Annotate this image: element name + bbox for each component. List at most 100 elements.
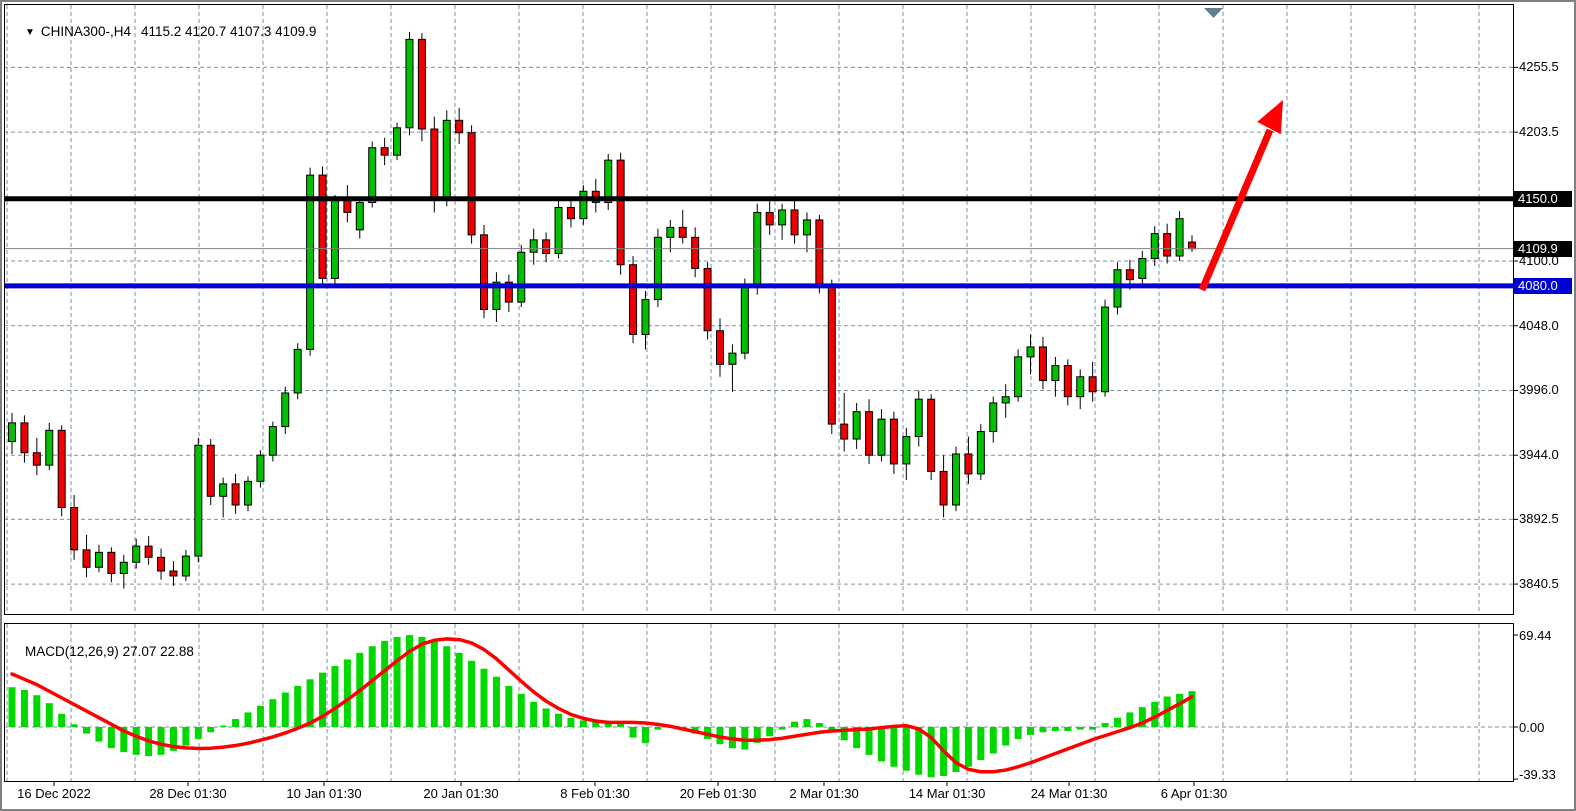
macd-histogram-bar: [865, 727, 873, 755]
candle-down: [107, 551, 116, 574]
candle-up: [554, 206, 563, 255]
candle-up: [492, 281, 501, 311]
candle-down: [1188, 241, 1197, 250]
ohlc-readout: 4115.2 4120.7 4107.3 4109.9: [140, 24, 317, 39]
candle-up: [653, 236, 662, 301]
candle-up: [1175, 218, 1184, 257]
candle-down: [206, 444, 215, 497]
candle-up: [517, 251, 526, 303]
candle-up: [1014, 356, 1023, 398]
macd-histogram-bar: [989, 727, 997, 754]
macd-histogram-bar: [964, 727, 972, 767]
macd-histogram-bar: [505, 685, 513, 727]
candle-up: [45, 429, 54, 466]
macd-histogram-bar: [492, 676, 500, 727]
candle-down: [629, 264, 638, 335]
macd-histogram-bar: [120, 727, 128, 753]
macd-histogram-bar: [1126, 712, 1134, 727]
candle-down: [939, 470, 948, 506]
trend-arrow-head[interactable]: [1257, 100, 1283, 135]
macd-histogram-bar: [530, 701, 538, 727]
candle-up: [119, 561, 128, 574]
candle-up: [306, 174, 315, 350]
symbol-period-label: CHINA300-,H4: [40, 24, 131, 39]
time-axis[interactable]: [4, 782, 1513, 808]
symbol-dropdown-icon[interactable]: ▼: [25, 27, 35, 38]
time-axis-label: 20 Feb 01:30: [679, 786, 757, 801]
macd-axis-label: 69.44: [1519, 628, 1552, 644]
candle-down: [889, 418, 898, 465]
macd-signal-value: 22.88: [160, 644, 194, 659]
candle-up: [778, 209, 787, 226]
macd-histogram-bar: [555, 713, 563, 727]
macd-histogram-bar: [1138, 707, 1146, 727]
macd-histogram-bar: [1151, 701, 1159, 727]
candle-down: [480, 234, 489, 311]
macd-histogram-bar: [977, 727, 985, 761]
macd-histogram-bar: [778, 727, 786, 730]
price-axis-label: 4255.5: [1519, 59, 1559, 75]
macd-histogram-bar: [542, 708, 550, 727]
macd-histogram-bar: [182, 727, 190, 746]
macd-histogram-bar: [952, 727, 960, 773]
candle-down: [703, 267, 712, 332]
candle-up: [355, 201, 364, 231]
price-axis-label: 4203.5: [1519, 124, 1559, 140]
macd-histogram-bar: [418, 636, 426, 727]
macd-histogram-bar: [83, 727, 91, 734]
macd-histogram-bar: [256, 705, 264, 727]
candle-up: [181, 555, 190, 577]
macd-histogram-bar: [617, 721, 625, 727]
candle-up: [989, 402, 998, 433]
candle-up: [256, 454, 265, 482]
macd-histogram-bar: [45, 703, 53, 727]
candle-down: [1063, 365, 1072, 398]
candle-up: [1026, 346, 1035, 358]
candle-up: [1076, 376, 1085, 398]
macd-signal-line: [10, 637, 1194, 774]
macd-histogram-bar: [1027, 727, 1035, 735]
candle-up: [604, 159, 613, 203]
macd-histogram-bar: [132, 727, 140, 755]
candle-down: [380, 147, 389, 156]
price-axis-label: 3944.0: [1519, 447, 1559, 463]
candle-up: [393, 127, 402, 156]
chart-shift-marker-icon[interactable]: [1204, 8, 1223, 18]
candle-down: [157, 556, 166, 572]
macd-histogram-bar: [1188, 691, 1196, 727]
time-axis-label: 28 Dec 01:30: [149, 786, 227, 801]
candle-up: [132, 545, 141, 563]
time-axis-label: 6 Apr 01:30: [1160, 786, 1228, 801]
macd-histogram-bar: [33, 695, 41, 727]
macd-histogram-bar: [1089, 727, 1097, 730]
candle-up: [802, 219, 811, 236]
macd-histogram-bar: [579, 720, 587, 727]
candle-down: [57, 429, 66, 509]
candle-up: [244, 480, 253, 506]
macd-histogram-bar: [1051, 727, 1059, 731]
candle-up: [293, 348, 302, 394]
trend-arrow-shaft[interactable]: [1198, 128, 1274, 292]
main-panel-border: [4, 4, 1514, 615]
candle-up: [268, 426, 277, 456]
candle-up: [405, 38, 414, 129]
macd-indicator-label: MACD(12,26,9): [25, 644, 119, 659]
candle-down: [430, 128, 439, 201]
candle-down: [927, 398, 936, 472]
macd-histogram-bar: [915, 727, 923, 775]
macd-axis-label: 0.00: [1519, 720, 1545, 735]
panel-separator[interactable]: [4, 615, 1513, 623]
macd-histogram-bar: [753, 727, 761, 743]
candle-up: [952, 453, 961, 506]
macd-histogram-bar: [1039, 727, 1047, 733]
candle-down: [318, 174, 327, 279]
candle-up: [1138, 258, 1147, 279]
macd-histogram-bar: [791, 721, 799, 727]
macd-histogram-bar: [654, 727, 662, 730]
macd-histogram-bar: [8, 687, 16, 727]
macd-histogram-bar: [1076, 727, 1084, 730]
macd-histogram-bar: [20, 689, 28, 727]
macd-histogram-bar: [70, 724, 78, 727]
